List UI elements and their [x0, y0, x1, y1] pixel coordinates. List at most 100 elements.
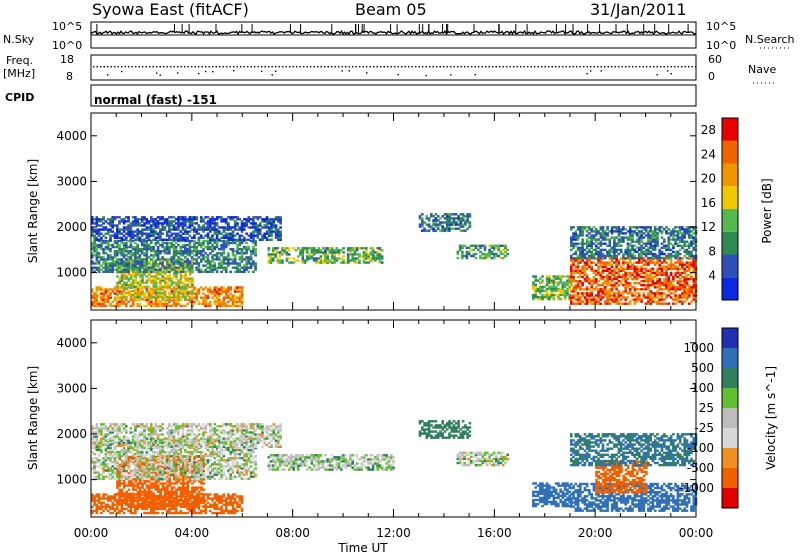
heatmap-cell	[418, 215, 422, 218]
heatmap-cell	[692, 269, 696, 272]
heatmap-cell	[640, 250, 643, 254]
heatmap-cell	[159, 261, 162, 264]
heatmap-cell	[238, 256, 242, 259]
heatmap-cell	[450, 223, 454, 226]
heatmap-cell	[222, 262, 226, 265]
heatmap-cell	[224, 262, 228, 265]
heatmap-cell	[570, 300, 573, 303]
heatmap-cell	[145, 264, 149, 267]
heatmap-cell	[681, 238, 684, 241]
heatmap-cell	[610, 265, 614, 268]
heatmap-cell	[123, 285, 126, 288]
heatmap-cell	[179, 295, 183, 299]
heatmap-cell	[125, 291, 128, 295]
heatmap-cell	[581, 288, 584, 291]
heatmap-cell	[585, 279, 589, 283]
heatmap-cell	[218, 266, 221, 269]
heatmap-cell	[152, 268, 155, 271]
heatmap-cell	[450, 221, 454, 224]
heatmap-cell	[588, 300, 591, 303]
heatmap-cell	[111, 258, 114, 261]
heatmap-cell	[660, 250, 664, 254]
heatmap-cell	[215, 268, 219, 271]
heatmap-cell	[125, 248, 128, 251]
heatmap-cell	[653, 292, 657, 295]
heatmap-cell	[136, 243, 139, 247]
heatmap-cell	[269, 255, 273, 258]
heatmap-cell	[583, 292, 587, 295]
heatmap-cell	[136, 232, 139, 235]
heatmap-cell	[252, 262, 255, 265]
heatmap-cell	[125, 243, 128, 247]
heatmap-cell	[195, 294, 198, 297]
heatmap-cell	[640, 298, 643, 301]
heatmap-cell	[131, 260, 135, 263]
heatmap-cell	[218, 230, 221, 233]
heatmap-cell	[159, 499, 162, 502]
freq-point	[240, 66, 242, 68]
heatmap-cell	[106, 509, 110, 513]
heatmap-cell	[172, 302, 176, 306]
heatmap-cell	[177, 224, 180, 227]
heatmap-cell	[95, 266, 99, 269]
heatmap-cell	[111, 220, 114, 223]
heatmap-cell	[191, 263, 194, 266]
heatmap-cell	[628, 271, 632, 275]
heatmap-cell	[674, 226, 677, 229]
heatmap-cell	[678, 256, 682, 260]
heatmap-cell	[676, 254, 680, 258]
heatmap-cell	[581, 271, 584, 275]
heatmap-cell	[152, 283, 156, 286]
heatmap-cell	[168, 250, 171, 253]
heatmap-cell	[109, 243, 112, 247]
heatmap-cell	[592, 298, 596, 301]
heatmap-cell	[448, 217, 451, 220]
heatmap-cell	[122, 300, 126, 304]
heatmap-cell	[588, 296, 591, 299]
heatmap-cell	[249, 236, 253, 239]
heatmap-cell	[333, 255, 336, 258]
heatmap-cell	[633, 240, 637, 243]
heatmap-cell	[165, 495, 169, 498]
heatmap-cell	[421, 217, 424, 220]
freq-point	[684, 66, 686, 68]
heatmap-cell	[195, 258, 198, 261]
heatmap-cell	[177, 300, 180, 304]
heatmap-cell	[301, 261, 305, 264]
heatmap-cell	[592, 302, 596, 305]
heatmap-cell	[534, 277, 537, 280]
heatmap-cell	[557, 275, 560, 278]
heatmap-cell	[367, 257, 370, 260]
heatmap-cell	[290, 261, 293, 264]
heatmap-cell	[184, 245, 187, 249]
heatmap-cell	[168, 216, 171, 219]
heatmap-cell	[181, 266, 185, 269]
heatmap-cell	[495, 254, 498, 258]
heatmap-cell	[213, 302, 217, 306]
heatmap-cell	[572, 238, 575, 241]
heatmap-cell	[678, 282, 682, 285]
heatmap-cell	[120, 262, 124, 265]
heatmap-cell	[647, 250, 650, 254]
heatmap-cell	[439, 221, 442, 224]
heatmap-cell	[188, 285, 192, 288]
heatmap-cell	[672, 302, 675, 305]
heatmap-cell	[647, 236, 650, 239]
heatmap-cell	[152, 238, 155, 241]
heatmap-cell	[140, 264, 144, 267]
freq-point	[527, 66, 529, 68]
heatmap-cell	[649, 234, 652, 237]
heatmap-cell	[678, 271, 682, 275]
heatmap-cell	[599, 263, 603, 266]
heatmap-cell	[310, 257, 314, 260]
heatmap-cell	[138, 262, 142, 265]
heatmap-cell	[97, 302, 101, 306]
heatmap-cell	[676, 242, 680, 245]
nave-point	[233, 70, 235, 72]
heatmap-cell	[642, 259, 646, 262]
heatmap-cell	[583, 271, 587, 275]
heatmap-cell	[367, 255, 370, 258]
heatmap-cell	[106, 264, 110, 267]
heatmap-cell	[156, 232, 160, 235]
